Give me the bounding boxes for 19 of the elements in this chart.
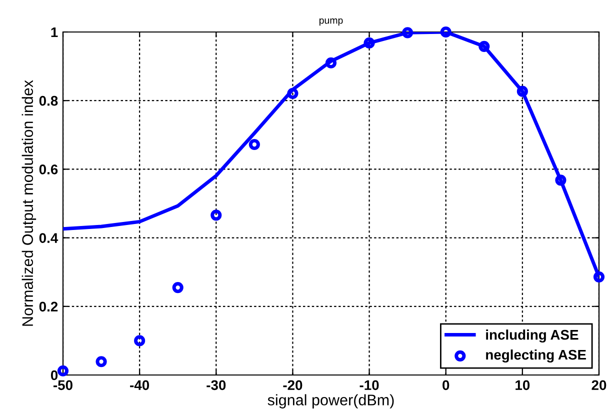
x-tick-label: -20 — [283, 380, 302, 390]
y-tick-label: 0.2 — [39, 302, 58, 312]
y-tick-label: 0.4 — [39, 233, 58, 243]
legend-label: neglecting ASE — [486, 349, 586, 362]
x-tick-label: -40 — [130, 380, 150, 390]
x-tick-label: -50 — [54, 380, 72, 390]
y-tick-label: 1 — [51, 27, 58, 38]
y-tick-label: 0 — [50, 370, 58, 380]
chart-title: pump — [319, 18, 343, 26]
x-tick-label: -30 — [206, 380, 226, 390]
x-tick-label: 10 — [516, 380, 530, 390]
x-axis-title: signal power(dBm) — [268, 394, 394, 408]
x-tick-label: 0 — [442, 380, 450, 390]
y-axis-title: Normalized Output modulation index — [22, 80, 36, 326]
x-tick-label: 20 — [592, 380, 606, 390]
legend-label: including ASE — [486, 330, 578, 343]
y-tick-label: 0.8 — [39, 96, 58, 106]
x-tick-label: -10 — [360, 380, 379, 390]
y-tick-label: 0.6 — [39, 164, 58, 174]
